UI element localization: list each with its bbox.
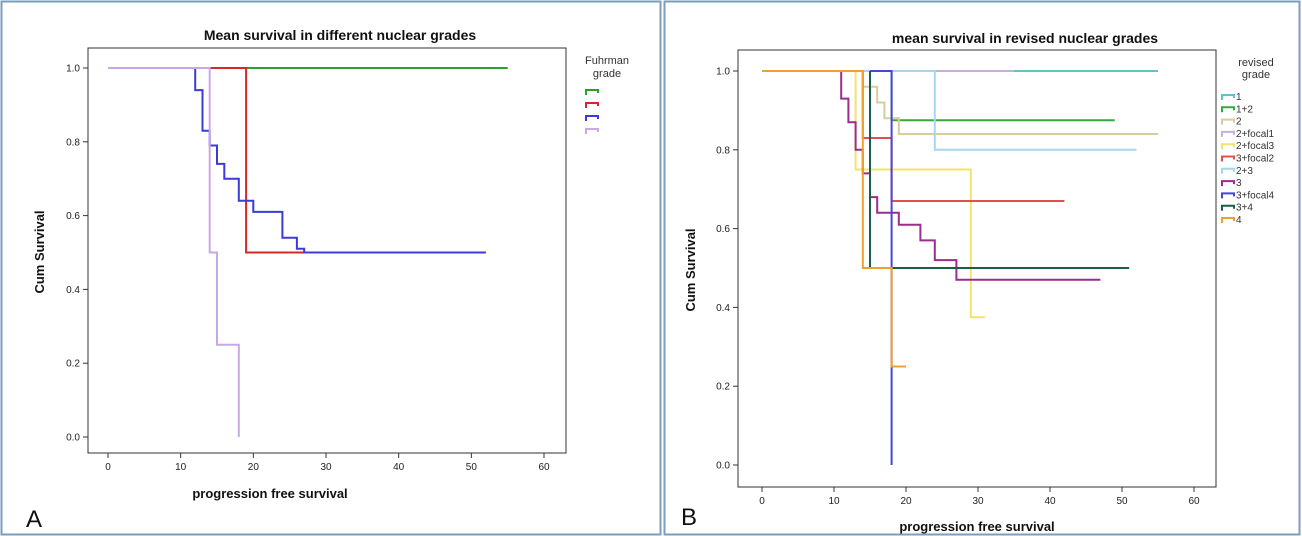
chart-title-b: mean survival in revised nuclear grades [892, 30, 1158, 46]
y-tick-label: 0.2 [66, 359, 80, 370]
legend-swatch [1221, 155, 1235, 162]
legend-swatch [585, 115, 599, 121]
x-tick-label: 10 [828, 496, 840, 507]
legend-swatch [1221, 94, 1235, 100]
panel-b: B mean survival in revised nuclear grade… [681, 30, 1275, 534]
panel-label-a: A [26, 506, 42, 533]
y-tick-label: 0.8 [716, 145, 730, 156]
x-tick-label: 10 [175, 462, 187, 473]
plot-frame-a [87, 47, 567, 454]
legend-swatch [585, 89, 599, 95]
legend-entry-label: 3+focal2 [1236, 154, 1275, 165]
legend-swatch [1221, 180, 1235, 187]
series-group-b [762, 70, 1158, 465]
legend-swatch [585, 128, 599, 134]
x-tick-label: 60 [1188, 496, 1200, 507]
panel-a: A Mean survival in different nuclear gra… [26, 27, 629, 533]
legend-entry-label: 2+focal3 [1236, 141, 1275, 152]
series-line-3-focal4 [870, 70, 893, 465]
panel-label-b: B [681, 504, 697, 531]
legend-swatch [585, 102, 599, 108]
chart-title-a: Mean survival in different nuclear grade… [204, 27, 477, 43]
legend-title-a-line2: grade [593, 68, 621, 80]
y-tick-label: 0.4 [66, 285, 80, 296]
legend-entry-label: 1 [1236, 92, 1242, 103]
legend-title-a-line1: Fuhrman [585, 55, 629, 67]
y-tick-label: 1.0 [66, 64, 80, 75]
panel-a-border [0, 0, 662, 536]
y-tick-label: 0.8 [66, 137, 80, 148]
x-tick-label: 40 [393, 462, 405, 473]
legend-entry-label: 3+4 [1236, 203, 1253, 214]
legend-swatch [1221, 217, 1235, 223]
x-tick-label: 0 [105, 462, 111, 473]
series-line-4 [762, 70, 906, 368]
x-tick-label: 50 [466, 462, 478, 473]
legend-entry-label: 2+focal1 [1236, 129, 1275, 140]
y-axis-label-b: Cum Survival [683, 228, 698, 311]
axis-ticks-a: 0 10 20 30 40 50 60 0.0 0.2 0.4 0.6 0.8 1.0 [66, 64, 550, 474]
y-tick-label: 0.4 [716, 303, 730, 314]
legend-swatch [1221, 130, 1235, 137]
legend-entry-label: 2 [1236, 117, 1242, 128]
legend-title-a: Fuhrman grade [585, 55, 629, 80]
x-tick-label: 50 [1116, 496, 1128, 507]
legend-swatch [1221, 192, 1235, 199]
legend-swatch [1221, 118, 1235, 125]
legend-swatch [1221, 106, 1235, 113]
legend-a [585, 89, 599, 134]
legend-swatch [1221, 167, 1235, 174]
x-tick-label: 0 [759, 496, 765, 507]
legend-swatch [1221, 143, 1235, 150]
legend-entry-label: 3+focal4 [1236, 190, 1275, 201]
legend-swatch [1221, 204, 1235, 211]
x-tick-label: 60 [538, 462, 550, 473]
legend-title-b-line2: grade [1242, 69, 1270, 81]
series-line-2 [209, 67, 326, 254]
y-tick-label: 0.0 [66, 433, 80, 444]
legend-entry-label: 2+3 [1236, 166, 1253, 177]
legend-entry-label: 3 [1236, 178, 1242, 189]
x-axis-label-a: progression free survival [192, 486, 347, 501]
y-tick-label: 0.2 [716, 382, 730, 393]
x-axis-label-b: progression free survival [899, 519, 1054, 534]
series-line-3 [762, 70, 1101, 281]
legend-entry-label: 1+2 [1236, 104, 1253, 115]
panel-b-border [663, 0, 1301, 536]
legend-title-b-line1: revised [1238, 57, 1273, 69]
y-tick-label: 0.6 [66, 211, 80, 222]
series-group-a [108, 67, 508, 437]
x-tick-label: 30 [972, 496, 984, 507]
x-tick-label: 30 [320, 462, 332, 473]
legend-title-b: revised grade [1238, 57, 1273, 81]
axis-ticks-b: 0 10 20 30 40 50 60 0.0 0.2 0.4 0.6 0.8 1.0 [716, 67, 1200, 508]
y-tick-label: 0.6 [716, 224, 730, 235]
series-line-4 [108, 67, 240, 437]
y-tick-label: 1.0 [716, 67, 730, 78]
x-tick-label: 20 [248, 462, 260, 473]
x-tick-label: 20 [900, 496, 912, 507]
plot-frame-b [737, 49, 1217, 488]
series-line-3 [108, 67, 486, 254]
y-tick-label: 0.0 [716, 461, 730, 472]
y-axis-label-a: Cum Survival [32, 210, 47, 293]
legend-entry-label: 4 [1236, 215, 1242, 226]
x-tick-label: 40 [1044, 496, 1056, 507]
